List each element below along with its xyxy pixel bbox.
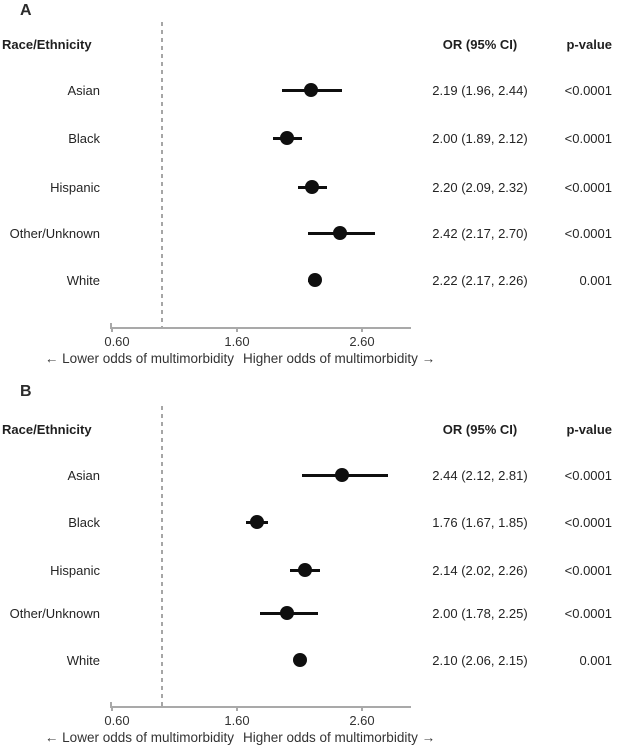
race-label: Other/Unknown	[9, 225, 100, 241]
race-label: White	[66, 652, 100, 668]
race-label: Hispanic	[50, 179, 100, 195]
p-value: 0.001	[579, 272, 612, 288]
axis-tick-label: 0.60	[104, 334, 130, 349]
axis-caption-higher-odds: Higher odds of multimorbidity →	[243, 351, 436, 366]
or-ci-value: 2.00 (1.78, 2.25)	[432, 605, 528, 621]
p-value: <0.0001	[564, 179, 612, 195]
forest-panel-b: B Race/Ethnicity OR (95% CI) p-value 0.60 1.6…	[0, 380, 624, 750]
race-label: Hispanic	[50, 562, 100, 578]
forest-row: Hispanic 2.14 (2.02, 2.26) <0.0001	[0, 561, 624, 580]
or-ci-value: 2.00 (1.89, 2.12)	[432, 130, 528, 146]
or-marker	[280, 131, 294, 145]
p-value: <0.0001	[564, 130, 612, 146]
or-ci-value: 1.76 (1.67, 1.85)	[432, 514, 528, 530]
axis-tick	[361, 706, 363, 711]
or-ci-value: 2.10 (2.06, 2.15)	[432, 652, 528, 668]
or-ci-value: 2.22 (2.17, 2.26)	[432, 272, 528, 288]
or-marker	[305, 180, 319, 194]
axis-end-cap	[110, 702, 112, 706]
or-ci-value: 2.19 (1.96, 2.44)	[432, 82, 528, 98]
x-axis-line	[110, 706, 411, 708]
axis-tick-label: 0.60	[104, 713, 130, 728]
axis-tick	[236, 706, 238, 711]
or-ci-value: 2.44 (2.12, 2.81)	[432, 467, 528, 483]
or-marker	[297, 563, 312, 577]
p-value: <0.0001	[564, 225, 612, 241]
race-column-header: Race/Ethnicity	[2, 37, 92, 52]
reference-line	[161, 22, 163, 327]
reference-line	[161, 406, 163, 706]
or-ci-value: 2.42 (2.17, 2.70)	[432, 225, 528, 241]
race-label: Other/Unknown	[9, 605, 100, 621]
p-value: <0.0001	[564, 562, 612, 578]
or-column-header: OR (95% CI)	[442, 37, 518, 52]
forest-panel-a: A Race/Ethnicity OR (95% CI) p-value 0.60 1.6…	[0, 2, 624, 367]
pvalue-column-header: p-value	[566, 37, 612, 52]
forest-row: Asian 2.19 (1.96, 2.44) <0.0001	[0, 81, 624, 100]
axis-caption: ← Lower odds of multimorbidity Higher odd…	[20, 351, 460, 367]
p-value: <0.0001	[564, 605, 612, 621]
forest-row: Other/Unknown 2.42 (2.17, 2.70) <0.0001	[0, 224, 624, 243]
or-marker	[332, 226, 347, 240]
panel-label: A	[20, 2, 32, 19]
axis-tick	[111, 327, 113, 332]
or-marker	[292, 653, 307, 667]
axis-tick-label: 2.60	[349, 334, 375, 349]
axis-tick-label: 2.60	[349, 713, 375, 728]
axis-caption-higher-odds: Higher odds of multimorbidity →	[243, 730, 436, 745]
or-marker	[307, 273, 322, 287]
race-label: Asian	[67, 82, 100, 98]
axis-tick	[111, 706, 113, 711]
forest-row: Hispanic 2.20 (2.09, 2.32) <0.0001	[0, 178, 624, 197]
or-marker	[335, 468, 349, 482]
p-value: <0.0001	[564, 467, 612, 483]
race-label: Asian	[67, 467, 100, 483]
race-label: White	[66, 272, 100, 288]
axis-caption-lower-odds: ← Lower odds of multimorbidity	[44, 351, 234, 366]
axis-tick	[361, 327, 363, 332]
axis-tick-label: 1.60	[224, 713, 250, 728]
x-axis-line	[110, 327, 411, 329]
panel-label: B	[20, 383, 32, 400]
p-value: <0.0001	[564, 82, 612, 98]
or-column-header: OR (95% CI)	[442, 422, 518, 437]
pvalue-column-header: p-value	[566, 422, 612, 437]
forest-row: Other/Unknown 2.00 (1.78, 2.25) <0.0001	[0, 604, 624, 623]
axis-tick	[236, 327, 238, 332]
race-column-header: Race/Ethnicity	[2, 422, 92, 437]
forest-row: White 2.10 (2.06, 2.15) 0.001	[0, 651, 624, 670]
axis-caption-lower-odds: ← Lower odds of multimorbidity	[44, 730, 234, 745]
forest-row: Asian 2.44 (2.12, 2.81) <0.0001	[0, 466, 624, 485]
forest-row: White 2.22 (2.17, 2.26) 0.001	[0, 271, 624, 290]
or-marker	[250, 515, 264, 529]
or-marker	[280, 606, 294, 620]
race-label: Black	[68, 130, 100, 146]
or-marker	[303, 83, 318, 97]
axis-caption: ← Lower odds of multimorbidity Higher odd…	[20, 730, 460, 746]
or-ci-value: 2.14 (2.02, 2.26)	[432, 562, 528, 578]
forest-row: Black 1.76 (1.67, 1.85) <0.0001	[0, 513, 624, 532]
forest-row: Black 2.00 (1.89, 2.12) <0.0001	[0, 129, 624, 148]
axis-end-cap	[110, 323, 112, 327]
p-value: 0.001	[579, 652, 612, 668]
axis-tick-label: 1.60	[224, 334, 250, 349]
p-value: <0.0001	[564, 514, 612, 530]
race-label: Black	[68, 514, 100, 530]
or-ci-value: 2.20 (2.09, 2.32)	[432, 179, 528, 195]
